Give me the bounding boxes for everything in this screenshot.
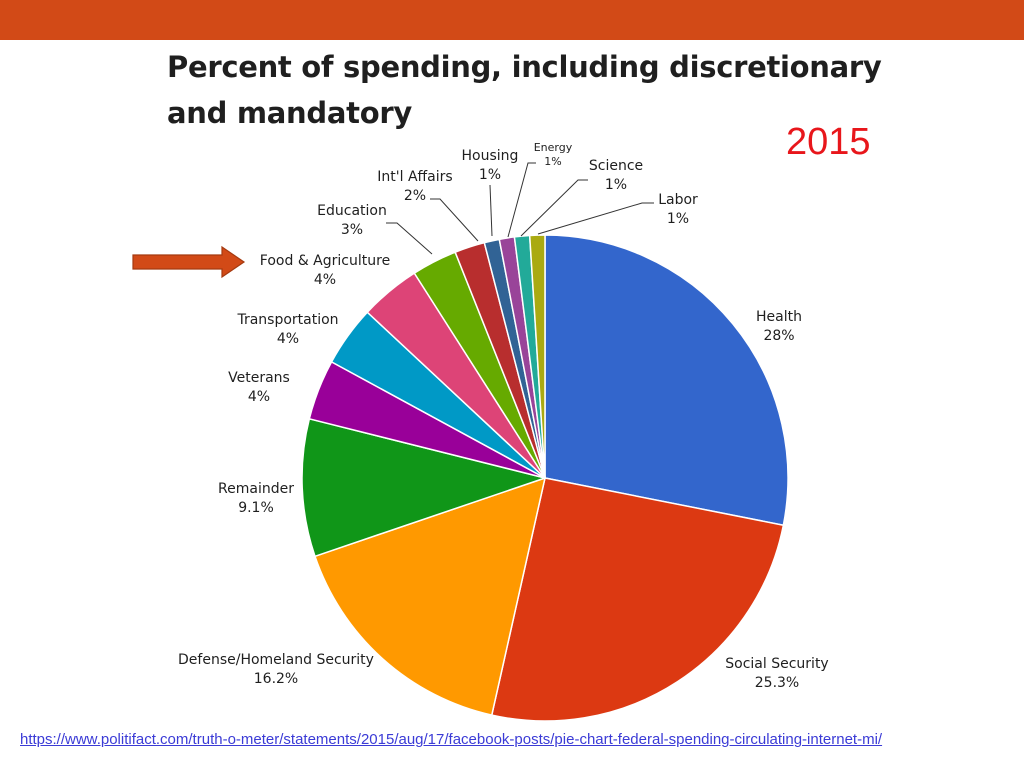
pie-labels: Health 28% Social Security 25.3% Defense/Hom… bbox=[178, 141, 829, 691]
leader-line-labor bbox=[537, 202, 654, 235]
leader-line-science bbox=[520, 179, 588, 237]
slice-value-energy: 1% bbox=[544, 155, 561, 168]
year-label: 2015 bbox=[786, 121, 871, 163]
slice-value-housing: 1% bbox=[479, 167, 501, 183]
chart-title-line-1: Percent of spending, including discretio… bbox=[167, 50, 882, 84]
pie-slices bbox=[301, 234, 789, 722]
pie-slice-social-security bbox=[491, 477, 785, 722]
slice-label-transportation: Transportation bbox=[236, 312, 338, 328]
slice-value-social-security: 25.3% bbox=[755, 675, 799, 691]
chart-title-line-2: and mandatory bbox=[167, 96, 412, 130]
leader-line-energy bbox=[507, 162, 536, 238]
slice-label-defense-homeland-security: Defense/Homeland Security bbox=[178, 652, 374, 668]
slice-label-energy: Energy bbox=[534, 141, 573, 154]
slice-value-int-l-affairs: 2% bbox=[404, 188, 426, 204]
slice-value-science: 1% bbox=[605, 177, 627, 193]
slice-value-remainder: 9.1% bbox=[238, 500, 274, 516]
leader-line-housing bbox=[489, 184, 493, 237]
highlight-arrow-icon bbox=[132, 245, 246, 279]
leader-line-int-l-affairs bbox=[430, 198, 479, 242]
slice-label-remainder: Remainder bbox=[218, 481, 294, 497]
slice-value-food-and-agriculture: 4% bbox=[314, 272, 336, 288]
slice-value-labor: 1% bbox=[667, 211, 689, 227]
pie-slice-labor bbox=[528, 234, 546, 479]
slice-value-transportation: 4% bbox=[277, 331, 299, 347]
slice-label-int-l-affairs: Int'l Affairs bbox=[377, 169, 452, 185]
slice-value-health: 28% bbox=[763, 328, 794, 344]
slice-label-science: Science bbox=[589, 158, 643, 174]
slice-value-education: 3% bbox=[341, 222, 363, 238]
leader-line-education bbox=[386, 222, 433, 255]
slice-value-veterans: 4% bbox=[248, 389, 270, 405]
slice-label-food-and-agriculture: Food & Agriculture bbox=[260, 253, 390, 269]
chart-title: Percent of spending, including discretio… bbox=[167, 44, 887, 136]
top-accent-bar bbox=[0, 0, 1024, 40]
slice-label-education: Education bbox=[317, 203, 387, 219]
slice-label-social-security: Social Security bbox=[725, 656, 828, 672]
slice-value-defense-homeland-security: 16.2% bbox=[254, 671, 298, 687]
slice-label-health: Health bbox=[756, 309, 802, 325]
slice-label-veterans: Veterans bbox=[228, 370, 290, 386]
pie-slice-health bbox=[544, 234, 789, 526]
source-link[interactable]: https://www.politifact.com/truth-o-meter… bbox=[20, 731, 883, 748]
slice-label-labor: Labor bbox=[658, 192, 698, 208]
pie-slice-remainder bbox=[301, 418, 546, 558]
slice-label-housing: Housing bbox=[462, 148, 519, 164]
